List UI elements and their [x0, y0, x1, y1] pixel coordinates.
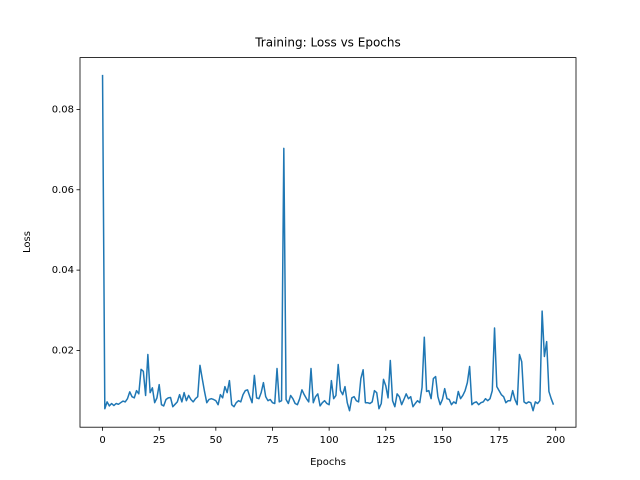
y-tick-label: 0.06	[52, 185, 74, 196]
plot-area: 0 25 50 75 100 125 150 175 200 0.02 0.04 0.06 0.08	[52, 74, 565, 446]
x-tick-label: 50	[209, 435, 222, 446]
axes-frame	[79, 57, 577, 428]
y-tick-label: 0.02	[52, 345, 74, 356]
x-tick-label: 0	[99, 435, 105, 446]
x-tick-label: 175	[490, 435, 509, 446]
loss-line	[101, 74, 555, 412]
x-axis-label: Epochs	[310, 457, 346, 468]
y-tick-label: 0.04	[52, 265, 74, 276]
x-tick-label: 150	[433, 435, 452, 446]
y-axis-label: Loss	[22, 231, 33, 253]
y-tick-label: 0.08	[52, 104, 74, 115]
x-tick-label: 25	[153, 435, 166, 446]
x-tick-label: 125	[376, 435, 395, 446]
x-tick-label: 200	[546, 435, 565, 446]
x-tick-label: 75	[266, 435, 279, 446]
x-tick-label: 100	[320, 435, 339, 446]
chart-title: Training: Loss vs Epochs	[254, 36, 401, 50]
